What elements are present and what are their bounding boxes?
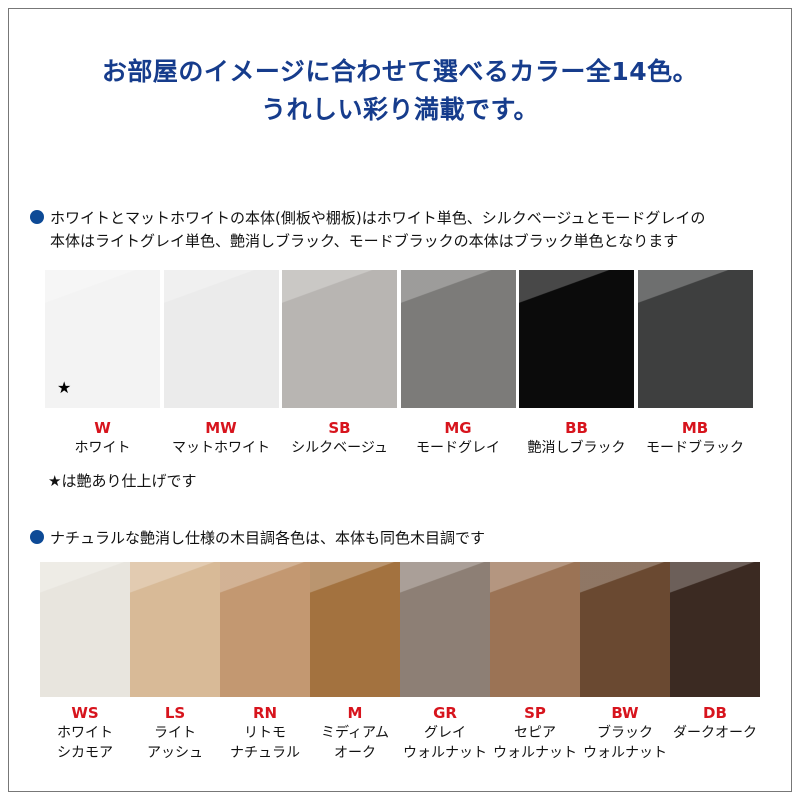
headline-line2: うれしい彩り満載です。 [260, 95, 539, 124]
star-note: ★は艶あり仕上げです [48, 472, 197, 490]
color-swatch-ls [130, 562, 220, 697]
color-swatch-sb [282, 270, 397, 408]
swatch-code: MW [205, 419, 237, 437]
swatch-shine [637, 270, 753, 408]
color-swatch-mb [637, 270, 753, 408]
swatch-shine [220, 562, 310, 697]
section1-note: ホワイトとマットホワイトの本体(側板や棚板)はホワイト単色、シルクベージュとモー… [30, 207, 705, 253]
swatch-shine [400, 270, 516, 408]
swatch-label: BW ブラックウォルナット [570, 703, 680, 763]
swatch-name-2: シカモア [57, 745, 113, 761]
swatch-label: W ホワイト [35, 418, 170, 458]
color-swatch-gr [400, 562, 490, 697]
swatch-label: MG モードグレイ [391, 418, 526, 458]
color-swatch-bw [580, 562, 670, 697]
swatch-label: MB モードブラック [628, 418, 763, 458]
swatch-name: モードブラック [646, 440, 744, 456]
swatch-name: シルクベージュ [291, 440, 388, 456]
swatch-code: DB [703, 704, 727, 722]
swatch-shine [580, 562, 670, 697]
swatch-shine [45, 270, 160, 408]
swatch-shine [163, 270, 279, 408]
swatch-label: WS ホワイトシカモア [30, 703, 140, 763]
color-swatch-w [45, 270, 160, 408]
color-swatch-bb [519, 270, 634, 408]
swatch-shine [282, 270, 397, 408]
bullet-icon [30, 530, 44, 544]
swatch-label: RN リトモナチュラル [210, 703, 320, 763]
swatch-code: LS [164, 704, 186, 722]
swatch-code: SB [328, 419, 351, 437]
swatch-name-2: ウォルナット [403, 745, 487, 761]
color-swatch-mg [400, 270, 516, 408]
color-swatch-db [670, 562, 760, 697]
swatch-shine [490, 562, 580, 697]
swatch-code: BW [611, 704, 639, 722]
swatch-label: M ミディアムオーク [300, 703, 410, 763]
swatch-name-1: ホワイト [57, 725, 113, 741]
swatch-shine [130, 562, 220, 697]
swatch-code: SP [524, 704, 546, 722]
swatch-code: BB [565, 419, 588, 437]
swatch-name-2: ウォルナット [583, 745, 667, 761]
headline-line1: お部屋のイメージに合わせて選べるカラー全14色。 [101, 57, 699, 86]
swatch-name-1: セピア [514, 725, 556, 741]
swatch-shine [310, 562, 400, 697]
swatch-name: モードグレイ [416, 440, 500, 456]
swatch-name: 艶消しブラック [527, 440, 626, 456]
swatch-label: MW マットホワイト [154, 418, 289, 458]
section2-note: ナチュラルな艶消し仕様の木目調各色は、本体も同色木目調です [30, 527, 485, 550]
color-swatch-ws [40, 562, 130, 697]
swatch-label: SB シルクベージュ [272, 418, 407, 458]
swatch-label: GR グレイウォルナット [390, 703, 500, 763]
color-swatch-rn [220, 562, 310, 697]
swatch-shine [670, 562, 760, 697]
star-icon: ★ [57, 378, 72, 397]
swatch-label: DB ダークオーク [660, 703, 770, 743]
swatch-name: ホワイト [74, 440, 131, 456]
swatch-code: RN [252, 704, 278, 722]
color-swatch-mw [163, 270, 279, 408]
swatch-label: BB 艶消しブラック [509, 418, 644, 458]
color-swatch-sp [490, 562, 580, 697]
swatch-name: マットホワイト [172, 440, 270, 456]
swatch-name-2: オーク [334, 745, 376, 761]
swatch-code: GR [433, 704, 457, 722]
swatch-shine [519, 270, 634, 408]
swatch-shine [40, 562, 130, 697]
swatch-name-2: ウォルナット [493, 745, 577, 761]
swatch-code: MG [444, 419, 472, 437]
bullet-icon [30, 210, 44, 224]
swatch-name-1: ダークオーク [673, 725, 757, 741]
swatch-code: MB [681, 419, 709, 437]
swatch-code: W [94, 419, 111, 437]
swatch-code: M [347, 704, 363, 722]
swatch-code: WS [71, 704, 99, 722]
swatch-label: SP セピアウォルナット [480, 703, 590, 763]
swatch-name-1: グレイ [424, 725, 466, 741]
swatch-label: LS ライトアッシュ [120, 703, 230, 763]
swatch-shine [400, 562, 490, 697]
color-swatch-m [310, 562, 400, 697]
swatch-name-1: ブラック [597, 725, 653, 741]
frame [8, 8, 792, 792]
swatch-name-1: ライト [154, 725, 196, 741]
swatch-name-2: アッシュ [147, 745, 203, 761]
swatch-name-2: ナチュラル [230, 745, 300, 761]
swatch-name-1: ミディアム [320, 725, 390, 741]
swatch-name-1: リトモ [244, 725, 286, 741]
